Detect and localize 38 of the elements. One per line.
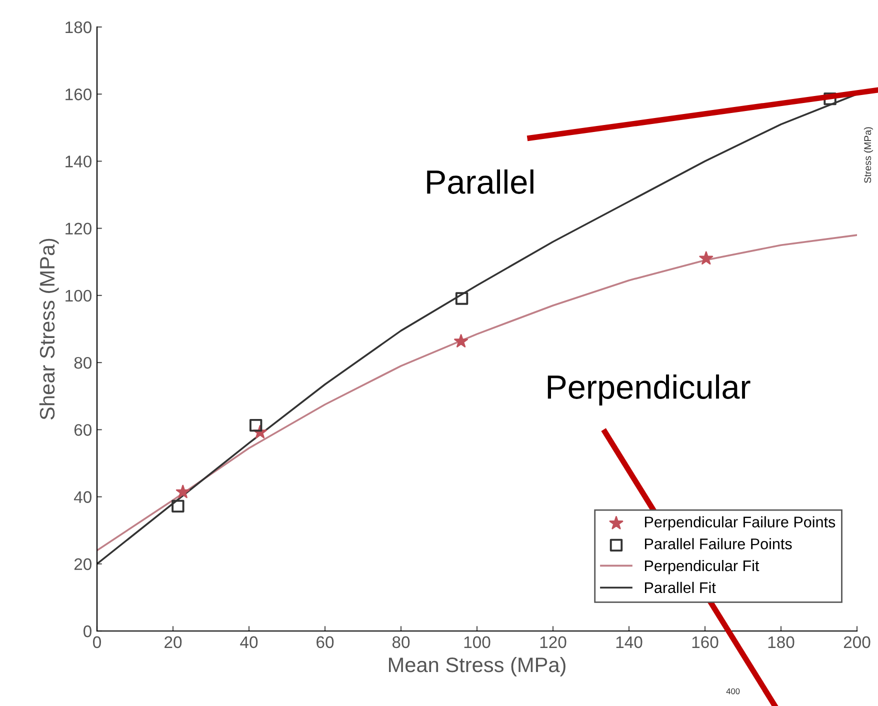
x-tick-label: 160 [692, 636, 718, 648]
y-tick-label: 0 [84, 625, 92, 638]
x-tick-label: 180 [768, 636, 794, 648]
x-tick-label: 120 [540, 636, 566, 648]
y-tick-label: 40 [74, 491, 92, 503]
legend-label: Perpendicular Failure Points [644, 516, 836, 530]
y-tick-label: 20 [74, 558, 92, 570]
y-tick-label: 80 [74, 356, 92, 369]
x-tick-label: 100 [464, 636, 490, 648]
text: Stress (MPa) [864, 127, 873, 183]
x-tick-label: 140 [616, 636, 642, 648]
x-tick-label: 60 [316, 636, 334, 648]
y-tick-label: 120 [66, 222, 92, 235]
x-tick-label: 200 [844, 636, 870, 648]
y-tick-label: 180 [66, 21, 92, 34]
y-axis-title: Shear Stress (MPa) [39, 238, 59, 420]
point [172, 500, 184, 513]
point [455, 292, 468, 305]
x-tick-label: 80 [392, 636, 410, 648]
y-tick-label: 60 [74, 424, 92, 436]
x-tick-label: 20 [164, 636, 182, 648]
line-series [97, 234, 857, 552]
x-axis-title: Mean Stress (MPa) [388, 656, 566, 676]
legend-label: Parallel Fit [644, 582, 716, 594]
x-tick-label: 40 [240, 636, 258, 648]
annotation: Parallel [427, 169, 534, 194]
annotation: Perpendicular [548, 374, 750, 406]
text: 400 [726, 688, 740, 694]
y-tick-label: 100 [66, 290, 92, 302]
legend-label: Perpendicular Fit [644, 560, 760, 574]
point [454, 334, 468, 348]
x-tick-label: 0 [93, 636, 101, 648]
point [249, 418, 262, 432]
y-tick-label: 160 [66, 88, 92, 100]
point [699, 251, 714, 265]
y-tick-label: 140 [66, 156, 92, 168]
legend-label: Parallel Failure Points [644, 538, 792, 550]
point [176, 484, 190, 498]
